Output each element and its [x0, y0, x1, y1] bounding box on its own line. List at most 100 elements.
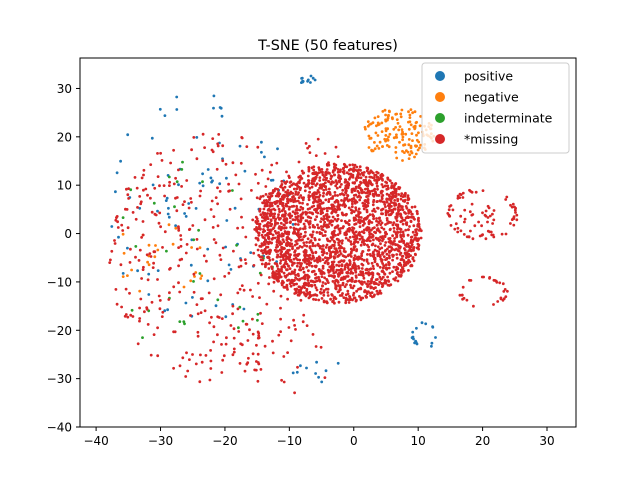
point-missing [460, 293, 464, 297]
point-missing [305, 324, 309, 327]
point-missing [294, 227, 298, 231]
point-missing [302, 250, 306, 254]
point-missing [372, 255, 376, 259]
point-missing [359, 186, 362, 190]
point-missing [243, 369, 247, 373]
point-missing [504, 232, 508, 236]
point-missing [374, 236, 378, 240]
point-missing [156, 354, 160, 358]
point-missing [201, 132, 205, 136]
point-missing [337, 174, 341, 177]
point-missing [386, 186, 390, 190]
x-axis: −40 −30 −20 −10 0 10 20 30 [83, 427, 555, 448]
x-tick-label: 30 [539, 434, 554, 448]
point-missing [240, 215, 243, 219]
point-negative [408, 153, 412, 157]
point-missing [124, 207, 127, 211]
point-missing [299, 298, 303, 302]
point-negative [373, 141, 376, 144]
point-missing [410, 205, 414, 209]
point-missing [264, 218, 267, 222]
point-missing [344, 296, 348, 300]
point-missing [362, 171, 366, 174]
point-missing [360, 191, 364, 195]
point-missing [310, 283, 314, 287]
point-negative [407, 127, 411, 131]
point-missing [256, 181, 260, 185]
point-missing [214, 241, 218, 245]
point-missing [315, 288, 319, 292]
point-missing [282, 194, 285, 198]
point-missing [335, 263, 339, 267]
point-missing [295, 282, 298, 286]
point-missing [297, 228, 301, 232]
point-missing [294, 232, 297, 235]
point-positive [206, 279, 210, 283]
point-positive [212, 106, 215, 110]
point-missing [274, 246, 278, 249]
point-missing [377, 250, 380, 254]
point-missing [401, 222, 405, 226]
point-missing [280, 180, 284, 183]
point-missing [349, 270, 353, 273]
point-missing [286, 192, 289, 196]
point-missing [447, 208, 451, 212]
point-missing [133, 176, 137, 179]
point-negative [419, 115, 422, 118]
point-missing [179, 244, 183, 248]
point-missing [381, 189, 384, 193]
point-missing [391, 241, 395, 245]
point-missing [141, 268, 145, 271]
point-missing [283, 217, 287, 221]
point-missing [341, 277, 345, 281]
point-missing [267, 262, 271, 266]
point-negative [402, 143, 405, 147]
point-negative [392, 136, 396, 140]
point-missing [338, 249, 342, 253]
point-missing [357, 220, 360, 224]
point-missing [260, 249, 263, 253]
point-missing [373, 210, 377, 213]
point-negative [376, 121, 380, 125]
point-missing [316, 223, 319, 227]
point-missing [396, 271, 399, 274]
point-missing [227, 182, 231, 186]
point-missing [269, 208, 273, 212]
point-missing [371, 242, 375, 246]
point-missing [279, 185, 282, 189]
point-negative [394, 150, 398, 154]
point-missing [261, 194, 265, 198]
point-positive [206, 247, 210, 251]
point-missing [337, 264, 341, 267]
point-missing [232, 336, 236, 340]
point-missing [284, 258, 287, 261]
point-missing [273, 189, 276, 193]
point-missing [277, 270, 281, 274]
point-missing [195, 303, 199, 306]
point-missing [283, 265, 287, 269]
point-negative [401, 130, 404, 134]
x-tick-label: −20 [212, 434, 237, 448]
point-missing [341, 192, 344, 196]
point-missing [152, 261, 156, 265]
point-missing [297, 238, 301, 242]
point-missing [270, 163, 274, 167]
point-missing [315, 294, 319, 297]
point-missing [378, 289, 382, 293]
point-missing [293, 249, 297, 253]
point-missing [320, 201, 324, 205]
point-missing [305, 219, 309, 223]
point-missing [369, 236, 373, 239]
series-missing [108, 132, 519, 395]
point-missing [303, 283, 306, 287]
point-missing [338, 207, 341, 211]
point-positive [320, 380, 324, 384]
point-missing [332, 169, 335, 173]
point-missing [177, 229, 181, 232]
point-missing [168, 180, 172, 184]
point-missing [268, 170, 272, 174]
point-missing [326, 268, 330, 272]
point-negative [408, 113, 412, 117]
point-missing [299, 186, 302, 190]
